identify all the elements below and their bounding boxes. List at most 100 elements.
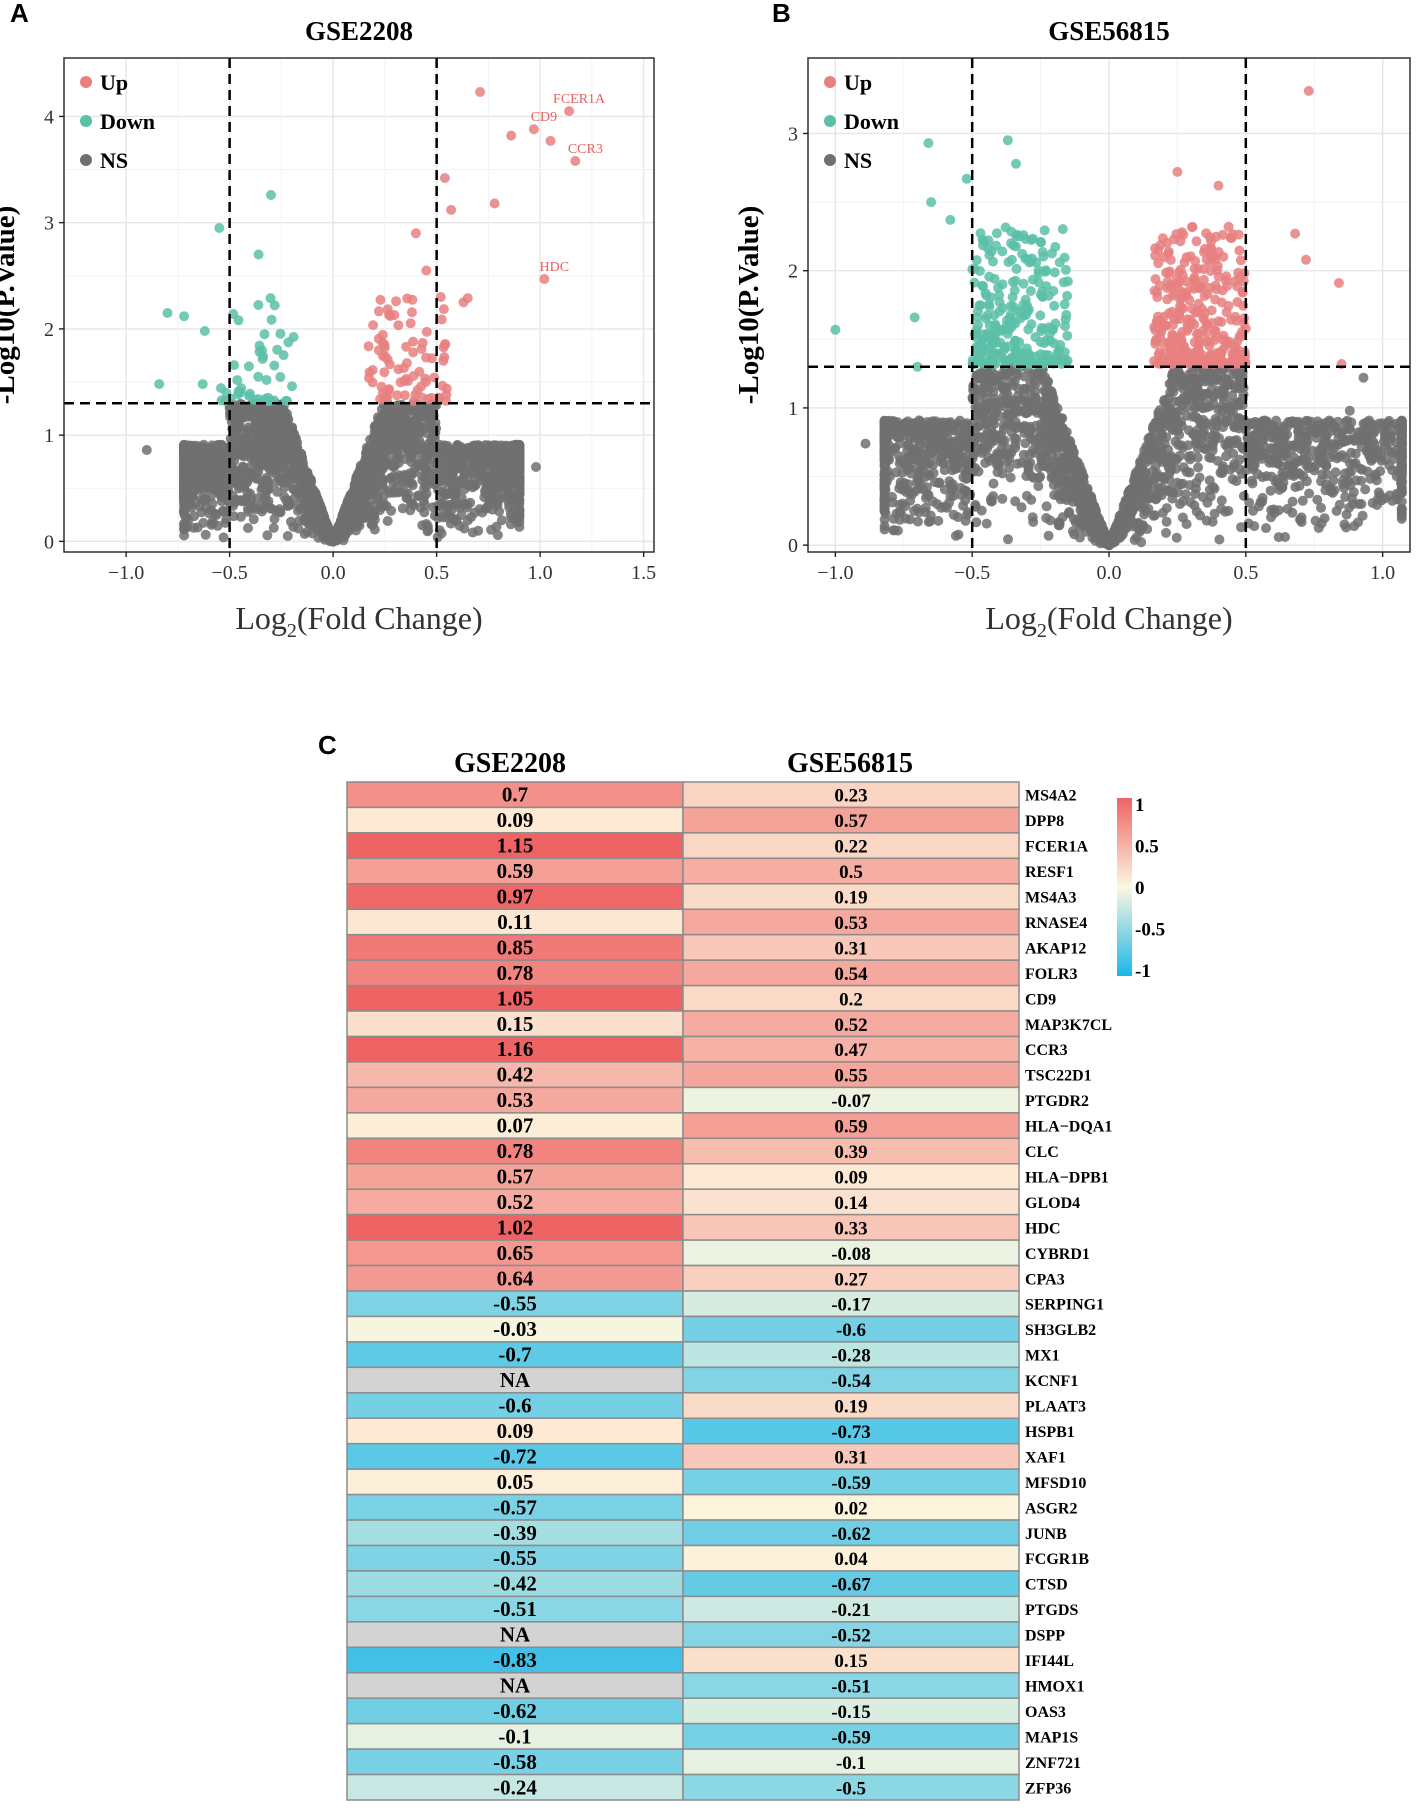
gse2208-point-down <box>269 300 280 311</box>
gse2208-point-up <box>401 358 412 369</box>
gse2208-point-ns <box>514 495 525 506</box>
gse2208-point-ns <box>424 446 435 457</box>
gse2208-gene-label-5: CCR3 <box>568 142 603 157</box>
gse56815-point-ns <box>971 517 982 528</box>
gse2208-point-ns <box>243 523 253 533</box>
gse2208-point-ns <box>218 505 229 516</box>
gse56815-point-ns <box>953 529 964 540</box>
gse2208-point-ns <box>457 443 468 454</box>
gse2208-point-ns <box>279 422 290 433</box>
gse2208-point-ns <box>384 487 395 498</box>
gse2208-title: GSE2208 <box>305 16 413 46</box>
gse56815-point-ns <box>1238 491 1249 501</box>
gse2208-point-ns <box>365 495 376 506</box>
gse2208-point-ns <box>420 411 431 422</box>
gse2208-point-ns <box>243 506 254 517</box>
gse2208-point-highlight-23 <box>141 445 152 455</box>
gse56815-point-ns <box>1256 453 1267 464</box>
gse56815-point-ns <box>1312 494 1323 505</box>
gse56815-point-ns <box>1171 532 1182 543</box>
gse56815-point-ns <box>1194 472 1205 483</box>
gse56815-point-ns <box>1004 454 1015 465</box>
gse2208-point-ns <box>399 487 410 498</box>
gse2208-point-up <box>433 392 444 403</box>
gse2208-gene-label-2: CD9 <box>531 110 557 125</box>
gse2208-point-ns <box>364 441 375 452</box>
gse2208-point-ns <box>393 470 404 481</box>
gse2208-xtick-label-3: 0.5 <box>424 562 449 584</box>
gse2208-xtick-label-1: −0.5 <box>211 562 247 584</box>
gse2208-point-ns <box>235 511 246 522</box>
gse2208-point-ns <box>420 479 431 490</box>
gse56815-point-ns <box>1177 478 1188 489</box>
gse2208-point-up <box>375 294 386 305</box>
gse2208-point-down <box>260 394 271 405</box>
gse2208-point-ns <box>405 505 416 516</box>
gse2208-point-up <box>405 318 416 329</box>
gse2208-point-ns <box>179 530 190 541</box>
gse56815-point-ns <box>1278 439 1289 450</box>
gse2208-point-ns <box>257 503 268 514</box>
gse2208-point-ns <box>230 472 241 483</box>
gse2208-point-ns <box>246 471 257 482</box>
gse56815-point-ns <box>973 432 984 443</box>
gse2208-gene-label-1: FCER1A <box>553 92 606 107</box>
gse2208-point-down <box>272 344 283 355</box>
gse2208-point-highlight-1 <box>564 106 575 117</box>
gse2208-point-ns <box>494 444 505 455</box>
gse2208-point-ns <box>376 465 387 475</box>
gse2208-point-ns <box>469 480 480 491</box>
gse56815-point-ns <box>1161 527 1171 538</box>
gse2208-point-up <box>385 311 396 321</box>
gse2208-point-up <box>417 337 428 348</box>
gse2208-point-up <box>408 347 419 358</box>
gse56815-point-ns <box>925 510 936 521</box>
gse56815-point-ns <box>910 446 921 457</box>
gse2208-point-ns <box>363 503 374 514</box>
gse2208-point-ns <box>262 530 273 541</box>
gse56815-point-ns <box>1297 495 1308 506</box>
gse2208-point-ns <box>268 445 279 455</box>
gse2208-point-ns <box>198 517 209 528</box>
gse2208-point-ns <box>417 425 428 436</box>
gse2208-point-ns <box>328 536 338 547</box>
gse2208-point-ns <box>320 519 331 530</box>
gse2208-point-ns <box>285 466 296 477</box>
gse2208-point-up <box>377 329 388 340</box>
gse2208-point-ns <box>270 409 281 420</box>
gse2208-point-highlight-4 <box>545 135 556 146</box>
gse2208-point-ns <box>315 509 326 520</box>
gse2208-point-ns <box>504 502 515 513</box>
gse2208-point-highlight-22 <box>197 379 208 390</box>
gse2208-point-up <box>426 392 437 403</box>
gse2208-point-ns <box>271 430 282 441</box>
gse2208-point-ns <box>205 443 216 454</box>
gse2208-point-up <box>408 336 419 347</box>
gse56815-point-ns <box>1310 515 1321 526</box>
gse2208-point-ns <box>217 461 228 471</box>
gse2208-legend-label-down: Down <box>100 109 155 134</box>
gse2208-point-ns <box>385 473 396 484</box>
gse2208-point-highlight-13 <box>421 265 432 276</box>
gse2208-point-ns <box>407 405 418 416</box>
gse2208-point-ns <box>242 487 253 498</box>
gse2208-point-down <box>265 293 276 304</box>
gse56815-point-ns <box>997 493 1008 504</box>
gse2208-point-ns <box>338 517 349 528</box>
gse2208-point-ns <box>276 463 287 473</box>
gse56815-point-ns <box>1161 516 1172 527</box>
gse2208-point-ns <box>272 486 283 497</box>
gse2208-point-down <box>266 314 277 325</box>
gse2208-point-ns <box>218 532 229 543</box>
gse2208-point-ns <box>465 497 476 508</box>
gse2208-point-up <box>364 373 374 383</box>
gse2208-point-down <box>232 375 243 386</box>
gse2208-point-ns <box>491 468 501 479</box>
gse56815-point-ns <box>1045 515 1056 526</box>
gse56815-point-ns <box>1013 383 1024 394</box>
gse56815-point-ns <box>1357 510 1368 521</box>
gse56815-point-ns <box>1216 495 1227 506</box>
gse2208-point-ns <box>186 440 196 451</box>
gse2208-point-ns <box>357 463 368 474</box>
gse2208-point-ns <box>483 500 494 511</box>
